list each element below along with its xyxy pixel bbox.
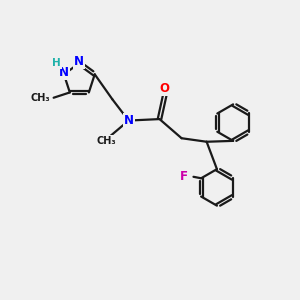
Text: CH₃: CH₃ <box>97 136 116 146</box>
Text: N: N <box>59 66 69 79</box>
Text: O: O <box>160 82 170 95</box>
Text: N: N <box>74 55 84 68</box>
Text: F: F <box>180 170 188 183</box>
Text: N: N <box>124 114 134 127</box>
Text: CH₃: CH₃ <box>31 93 50 103</box>
Text: H: H <box>52 58 61 68</box>
